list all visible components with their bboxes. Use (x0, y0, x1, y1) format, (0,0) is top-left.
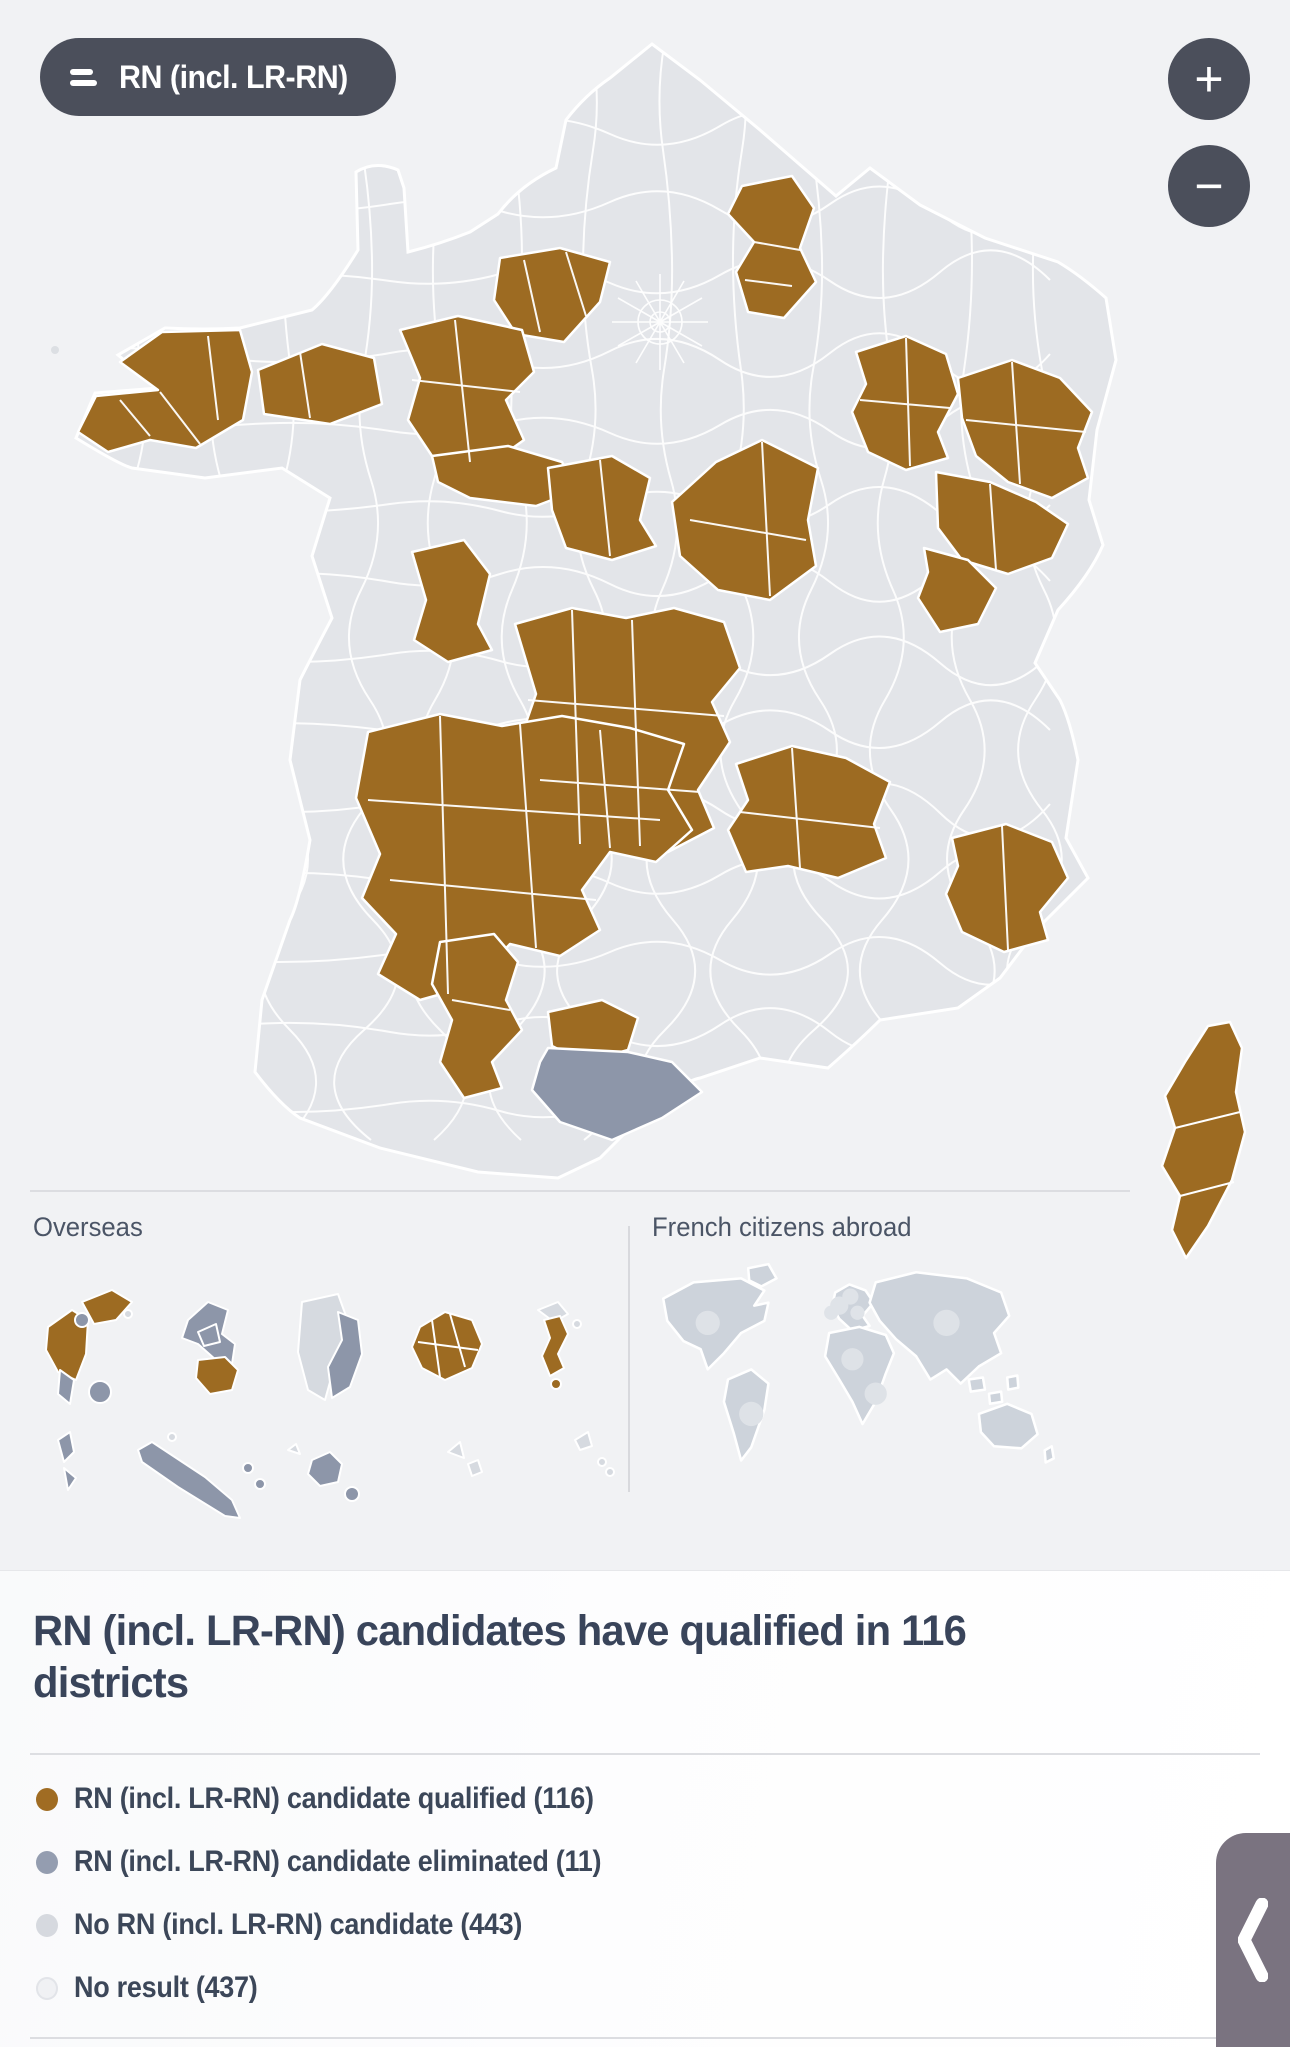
corsica-map[interactable] (1142, 1012, 1262, 1272)
no-candidate-dot-icon (36, 1913, 58, 1937)
mayotte-map[interactable] (537, 1301, 582, 1390)
abroad-district-markers (695, 1288, 960, 1427)
qualified-dot-icon (36, 1787, 58, 1811)
zoom-in-button[interactable]: + (1168, 38, 1250, 120)
collapse-panel-button[interactable] (1216, 1833, 1290, 2047)
panel-divider (30, 1753, 1260, 1755)
guiana-map[interactable] (297, 1293, 363, 1401)
zoom-out-button[interactable]: − (1168, 145, 1250, 227)
new-zealand (1043, 1445, 1056, 1464)
overseas-label: Overseas (33, 1212, 143, 1242)
africa (823, 1325, 896, 1426)
chevron-left-icon (1238, 1898, 1268, 1982)
minus-icon: − (1194, 158, 1224, 214)
greenland (746, 1262, 778, 1288)
bottom-divider (30, 2037, 1290, 2039)
panel-title: RN (incl. LR-RN) candidates have qualifi… (33, 1607, 967, 1708)
saint-pierre-miquelon-map[interactable] (57, 1431, 77, 1491)
section-divider (30, 1190, 1130, 1192)
abroad-label: French citizens abroad (652, 1212, 912, 1242)
eliminated-district[interactable] (530, 1046, 704, 1142)
legend-label: No RN (incl. LR-RN) candidate (443) (74, 1908, 523, 1941)
se-asia-islands (967, 1374, 1020, 1406)
paris-districts-starburst (612, 274, 708, 370)
france-districts-map[interactable] (0, 0, 1290, 1205)
qualified-internal-borders (119, 241, 1087, 1011)
overseas-territories-maps[interactable] (20, 1272, 640, 1540)
new-caledonia-map[interactable] (137, 1432, 266, 1519)
legend-label: RN (incl. LR-RN) candidate eliminated (1… (74, 1845, 602, 1878)
legend-item-qualified: RN (incl. LR-RN) candidate qualified (11… (36, 1777, 660, 1821)
polynesia-map[interactable] (287, 1443, 360, 1502)
menu-icon (70, 68, 97, 86)
eliminated-dot-icon (36, 1850, 58, 1874)
party-filter-label: RN (incl. LR-RN) (119, 58, 348, 95)
plus-icon: + (1194, 51, 1224, 107)
legend-item-eliminated: RN (incl. LR-RN) candidate eliminated (1… (36, 1840, 660, 1884)
legend-label: RN (incl. LR-RN) candidate qualified (11… (74, 1782, 594, 1815)
no-result-dot-icon (36, 1976, 58, 2000)
party-filter-button[interactable]: RN (incl. LR-RN) (40, 38, 396, 116)
australia (977, 1402, 1039, 1450)
saint-barth-map[interactable] (574, 1431, 615, 1477)
guadeloupe-map[interactable] (45, 1289, 133, 1405)
legend-item-no-candidate: No RN (incl. LR-RN) candidate (443) (36, 1903, 660, 1947)
martinique-map[interactable] (181, 1301, 239, 1395)
island-dot (51, 346, 59, 354)
world-map[interactable] (645, 1260, 1075, 1495)
legend: RN (incl. LR-RN) candidate qualified (11… (36, 1777, 660, 2029)
wallis-futuna-map[interactable] (447, 1441, 483, 1477)
section-vertical-divider (628, 1226, 630, 1492)
legend-item-no-result: No result (437) (36, 1966, 660, 2010)
legend-label: No result (437) (74, 1971, 258, 2004)
reunion-map[interactable] (411, 1311, 483, 1381)
results-panel: RN (incl. LR-RN) candidates have qualifi… (0, 1570, 1290, 2047)
